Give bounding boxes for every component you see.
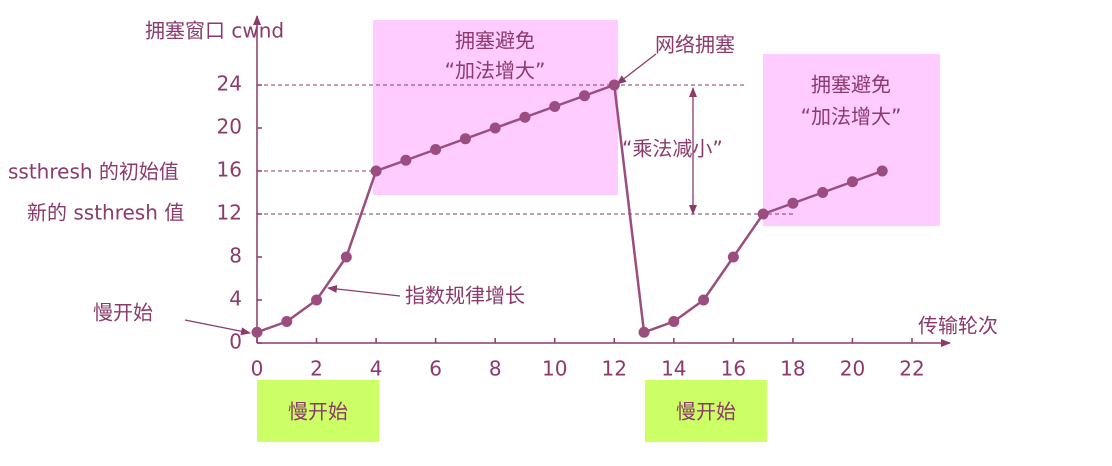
annotation: 拥塞避免 xyxy=(455,29,535,53)
highlight-regions xyxy=(257,20,940,442)
annotation-arrow xyxy=(616,53,657,85)
x-tick-label: 8 xyxy=(489,357,502,381)
x-tick-label: 14 xyxy=(661,357,686,381)
x-tick-label: 4 xyxy=(370,357,383,381)
y-tick-label: 24 xyxy=(217,72,242,96)
x-tick-label: 10 xyxy=(542,357,567,381)
y-tick-label: 8 xyxy=(229,244,242,268)
annotation: 拥塞避免 xyxy=(811,73,891,97)
x-tick-label: 12 xyxy=(602,357,627,381)
x-tick-label: 16 xyxy=(721,357,746,381)
annotation-arrow xyxy=(327,285,401,297)
data-point xyxy=(549,101,561,112)
data-point xyxy=(251,326,263,338)
annotation: “乘法减小” xyxy=(622,137,723,161)
y-axis-label: 拥塞窗口 cwnd xyxy=(145,19,284,43)
data-point xyxy=(311,294,323,306)
y-tick-label: 0 xyxy=(229,330,242,354)
annotation: 慢开始 xyxy=(288,400,348,424)
data-point xyxy=(489,122,501,134)
annotation: “加法增大” xyxy=(801,105,902,129)
congestion-avoidance-box xyxy=(763,54,940,226)
data-point xyxy=(430,144,442,155)
data-point xyxy=(787,197,799,209)
data-point xyxy=(698,294,710,306)
y-tick-label: 20 xyxy=(217,115,242,139)
x-tick-label: 2 xyxy=(310,357,323,381)
congestion-avoidance-box xyxy=(373,20,618,195)
data-point xyxy=(340,251,352,263)
annotation: ssthresh 的初始值 xyxy=(8,160,179,184)
x-tick-label: 6 xyxy=(429,357,442,381)
data-point xyxy=(817,187,829,198)
annotation: 新的 ssthresh 值 xyxy=(27,201,184,225)
annotation: “加法增大” xyxy=(445,59,546,83)
y-tick-label: 4 xyxy=(229,287,242,311)
data-point xyxy=(370,165,382,177)
data-point xyxy=(608,79,620,91)
annotation: 慢开始 xyxy=(93,301,153,325)
slow-start-box xyxy=(645,380,767,442)
slow-start-box xyxy=(257,380,379,442)
x-axis-label: 传输轮次 xyxy=(918,314,998,338)
y-tick-label: 16 xyxy=(217,158,242,182)
x-tick-label: 20 xyxy=(840,357,865,381)
data-point xyxy=(459,133,471,145)
data-point xyxy=(727,251,739,263)
x-tick-label: 18 xyxy=(780,357,805,381)
x-tick-label: 22 xyxy=(899,357,924,381)
data-point xyxy=(757,208,769,220)
data-point xyxy=(519,111,531,123)
annotation-arrow xyxy=(184,319,251,336)
data-point xyxy=(876,165,888,177)
series-line xyxy=(256,83,883,334)
data-point xyxy=(281,316,293,327)
y-tick-label: 12 xyxy=(217,201,242,225)
data-point xyxy=(400,154,412,166)
data-point xyxy=(638,326,650,338)
annotation: 网络拥塞 xyxy=(655,33,735,57)
annotation: 慢开始 xyxy=(676,400,736,424)
annotation: 指数规律增长 xyxy=(405,284,525,308)
x-tick-label: 0 xyxy=(251,357,264,381)
data-point xyxy=(668,316,680,327)
data-point xyxy=(846,176,858,188)
data-point xyxy=(579,90,590,102)
